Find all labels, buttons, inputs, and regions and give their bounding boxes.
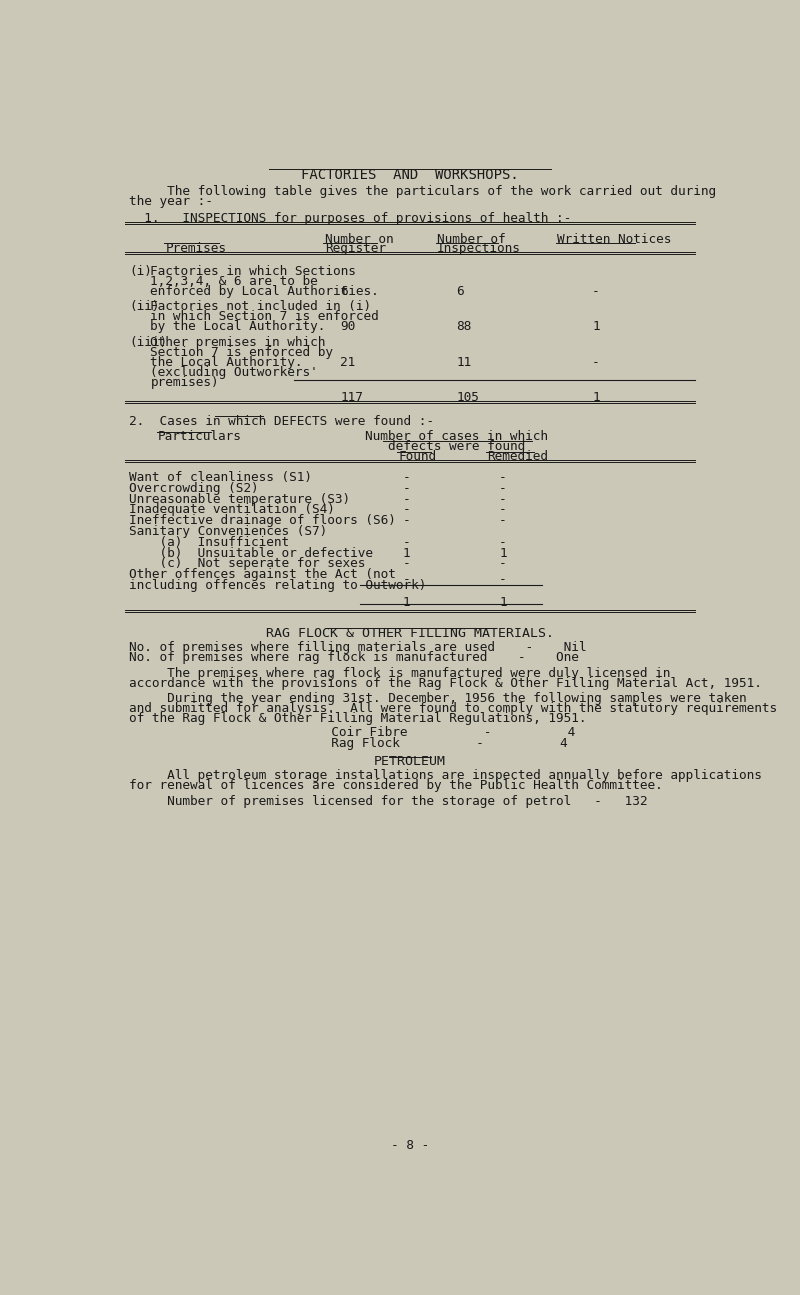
Text: 1.   INSPECTIONS for purposes of provisions of health :-: 1. INSPECTIONS for purposes of provision… [130,212,572,225]
Text: -: - [499,574,507,587]
Text: (iii): (iii) [130,335,167,348]
Text: RAG FLOCK & OTHER FILLING MATERIALS.: RAG FLOCK & OTHER FILLING MATERIALS. [266,627,554,640]
Text: Inspections: Inspections [437,242,521,255]
Text: (i): (i) [130,264,152,277]
Text: Unreasonable temperature (S3): Unreasonable temperature (S3) [130,492,350,505]
Text: Written Notices: Written Notices [558,233,672,246]
Text: Particulars: Particulars [158,430,242,443]
Text: premises): premises) [150,376,219,388]
Text: 6: 6 [457,285,464,298]
Text: -: - [402,471,410,484]
Text: -: - [592,285,600,298]
Text: for renewal of licences are considered by the Public Health Committee.: for renewal of licences are considered b… [130,780,663,793]
Text: 1: 1 [592,391,600,404]
Text: of the Rag Flock & Other Filling Material Regulations, 1951.: of the Rag Flock & Other Filling Materia… [130,712,587,725]
Text: -: - [499,557,507,570]
Text: Number of cases in which: Number of cases in which [365,430,548,443]
Text: Coir Fibre          -          4: Coir Fibre - 4 [255,726,575,739]
Text: During the year ending 31st. December, 1956 the following samples were taken: During the year ending 31st. December, 1… [130,692,747,704]
Text: -: - [499,536,507,549]
Text: 90: 90 [340,320,355,333]
Text: the year :-: the year :- [130,196,214,208]
Text: Sanitary Conveniences (S7): Sanitary Conveniences (S7) [130,524,328,537]
Text: -: - [402,557,410,570]
Text: 88: 88 [457,320,472,333]
Text: The premises where rag flock is manufactured were duly licensed in: The premises where rag flock is manufact… [130,667,671,680]
Text: Overcrowding (S2): Overcrowding (S2) [130,482,259,495]
Text: PETROLEUM: PETROLEUM [374,755,446,768]
Text: -: - [402,574,410,587]
Text: (b)  Unsuitable or defective: (b) Unsuitable or defective [130,546,374,559]
Text: Number of premises licensed for the storage of petrol   -   132: Number of premises licensed for the stor… [130,795,648,808]
Text: Want of cleanliness (S1): Want of cleanliness (S1) [130,471,313,484]
Text: Inadequate ventilation (S4): Inadequate ventilation (S4) [130,504,335,517]
Text: Rag Flock          -          4: Rag Flock - 4 [255,737,568,750]
Text: 105: 105 [457,391,479,404]
Text: Ineffective drainage of floors (S6): Ineffective drainage of floors (S6) [130,514,396,527]
Text: No. of premises where filling materials are used    -    Nil: No. of premises where filling materials … [130,641,587,654]
Text: -: - [499,471,507,484]
Text: -: - [402,536,410,549]
Text: -: - [499,504,507,517]
Text: -: - [402,492,410,505]
Text: enforced by Local Authorities.: enforced by Local Authorities. [150,285,379,298]
Text: 11: 11 [457,356,472,369]
Text: Factories not included in (i): Factories not included in (i) [150,300,371,313]
Text: -: - [402,482,410,495]
Text: -: - [499,482,507,495]
Text: 6: 6 [340,285,348,298]
Text: (excluding Outworkers': (excluding Outworkers' [150,365,318,378]
Text: 1: 1 [592,320,600,333]
Text: Factories in which Sections: Factories in which Sections [150,264,356,277]
Text: 21: 21 [340,356,355,369]
Text: 1: 1 [499,596,507,609]
Text: 2.  Cases in which DEFECTS were found :-: 2. Cases in which DEFECTS were found :- [130,414,434,427]
Text: Premises: Premises [166,242,227,255]
Text: No. of premises where rag flock is manufactured    -    One: No. of premises where rag flock is manuf… [130,651,579,664]
Text: the Local Authority.: the Local Authority. [150,356,303,369]
Text: (c)  Not seperate for sexes: (c) Not seperate for sexes [130,557,366,570]
Text: All petroleum storage installations are inspected annually before applications: All petroleum storage installations are … [130,769,762,782]
Text: - 8 -: - 8 - [391,1140,429,1153]
Text: Other offences against the Act (not: Other offences against the Act (not [130,569,396,581]
Text: and submitted for analysis.  All were found to comply with the statutory require: and submitted for analysis. All were fou… [130,702,778,715]
Text: FACTORIES  AND  WORKSHOPS.: FACTORIES AND WORKSHOPS. [301,168,519,181]
Text: -: - [499,492,507,505]
Text: in which Section 7 is enforced: in which Section 7 is enforced [150,311,379,324]
Text: by the Local Authority.: by the Local Authority. [150,320,326,333]
Text: including offences relating to Outwork): including offences relating to Outwork) [130,579,427,592]
Text: defects were found: defects were found [388,439,525,452]
Text: 1: 1 [402,596,410,609]
Text: Section 7 is enforced by: Section 7 is enforced by [150,346,334,359]
Text: -: - [499,514,507,527]
Text: 1,2,3,4, & 6 are to be: 1,2,3,4, & 6 are to be [150,275,318,287]
Text: -: - [592,356,600,369]
Text: accordance with the provisions of the Rag Flock & Other Filling Material Act, 19: accordance with the provisions of the Ra… [130,677,762,690]
Text: 1: 1 [402,546,410,559]
Text: Register: Register [325,242,386,255]
Text: -: - [402,514,410,527]
Text: Found: Found [398,451,437,464]
Text: Number on: Number on [325,233,394,246]
Text: Other premises in which: Other premises in which [150,335,326,348]
Text: Number of: Number of [437,233,506,246]
Text: 1: 1 [499,546,507,559]
Text: The following table gives the particulars of the work carried out during: The following table gives the particular… [130,185,717,198]
Text: (a)  Insufficient: (a) Insufficient [130,536,290,549]
Text: -: - [402,504,410,517]
Text: (ii): (ii) [130,300,160,313]
Text: Remedied: Remedied [487,451,549,464]
Text: 117: 117 [340,391,363,404]
